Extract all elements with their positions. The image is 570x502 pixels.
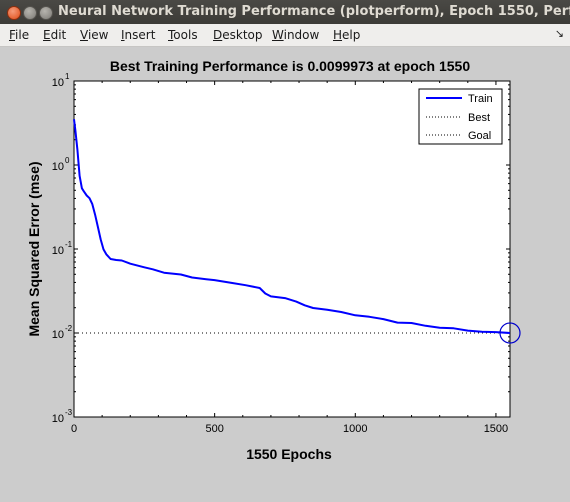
dock-arrow-icon[interactable]: ↘ [554, 27, 564, 40]
menu-insert[interactable]: Insert [121, 28, 156, 42]
y-tick-label: 10 [52, 161, 64, 173]
x-tick-label: 1000 [343, 423, 367, 435]
y-tick-exponent: -1 [65, 240, 73, 249]
y-tick-label: 10 [52, 329, 64, 341]
menu-view[interactable]: View [80, 28, 109, 42]
chart-title: Best Training Performance is 0.0099973 a… [110, 58, 471, 74]
y-tick-label: 10 [52, 245, 64, 257]
y-tick-exponent: 0 [65, 156, 70, 165]
menu-desktop[interactable]: Desktop [213, 28, 263, 42]
performance-chart: Best Training Performance is 0.0099973 a… [26, 58, 521, 462]
best-point-marker [499, 322, 521, 344]
x-tick-label: 1500 [484, 423, 508, 435]
train-series-line [73, 119, 511, 334]
x-axis-label: 1550 Epochs [246, 446, 332, 462]
y-axis-label: Mean Squared Error (mse) [26, 161, 42, 336]
close-window-button[interactable] [7, 6, 21, 20]
maximize-window-button[interactable] [39, 6, 53, 20]
menu-help[interactable]: Help [333, 28, 361, 42]
menubar: File Edit View Insert Tools Desktop Wind… [0, 24, 570, 47]
window-title: Neural Network Training Performance (plo… [58, 4, 570, 19]
window-titlebar[interactable]: Neural Network Training Performance (plo… [0, 0, 570, 24]
legend-best-label: Best [468, 112, 490, 124]
y-tick-exponent: -3 [65, 408, 73, 417]
legend-goal-label: Goal [468, 130, 491, 142]
menu-window[interactable]: Window [272, 28, 320, 42]
menu-edit[interactable]: Edit [43, 28, 67, 42]
legend: Train Best Goal [418, 88, 503, 145]
x-tick-label: 0 [71, 423, 77, 435]
x-tick-label: 500 [205, 423, 223, 435]
minimize-window-button[interactable] [23, 6, 37, 20]
y-tick-exponent: 1 [65, 72, 70, 81]
menu-tools[interactable]: Tools [168, 28, 198, 42]
y-tick-label: 10 [52, 77, 64, 89]
legend-train-label: Train [468, 93, 493, 105]
figure-area: Best Training Performance is 0.0099973 a… [0, 47, 570, 498]
y-tick-exponent: -2 [65, 324, 73, 333]
menu-file[interactable]: File [9, 28, 30, 42]
y-tick-label: 10 [52, 413, 64, 425]
